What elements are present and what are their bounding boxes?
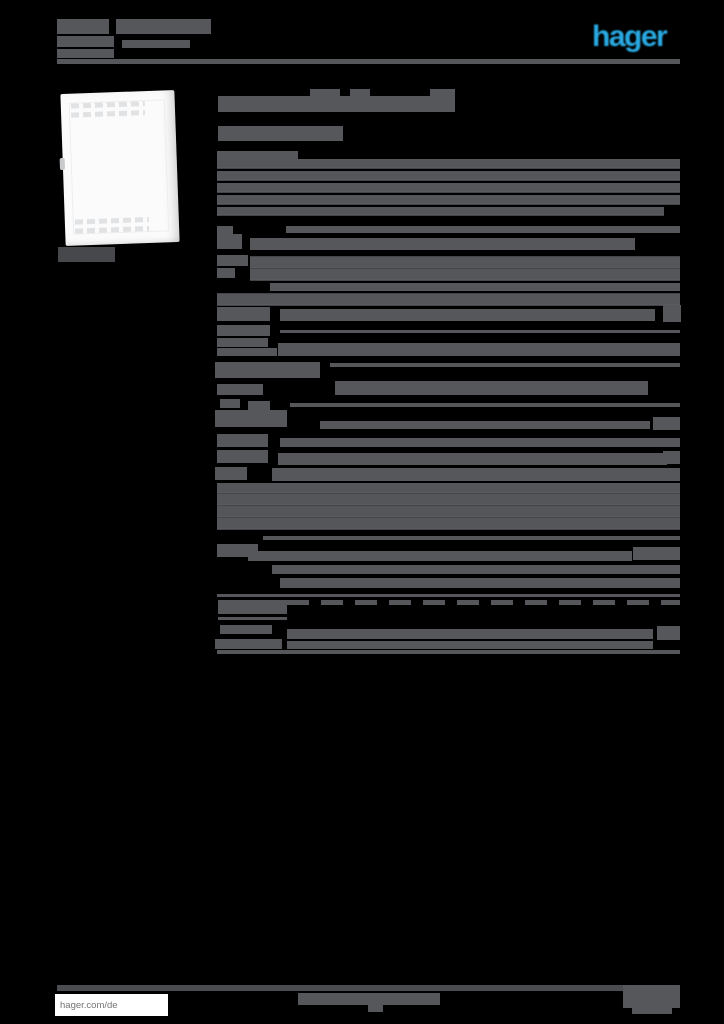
- redacted-text-block: [633, 547, 680, 560]
- redacted-text-block: [430, 89, 455, 97]
- redacted-text-block: [653, 417, 680, 430]
- redacted-text-block: [217, 226, 233, 235]
- redacted-text-block: [287, 641, 653, 649]
- redacted-line-block: [290, 403, 680, 407]
- redacted-text-block: [215, 410, 287, 427]
- door-inner-frame: [68, 99, 170, 235]
- redacted-text-block: [215, 467, 247, 480]
- vent-grid-bottom: [74, 217, 150, 234]
- redacted-text-block: [298, 993, 440, 1005]
- redacted-text-block: [663, 451, 680, 464]
- redacted-line-block: [57, 59, 680, 64]
- redacted-text-block: [310, 89, 340, 97]
- redacted-text-block: [248, 551, 632, 561]
- redacted-link[interactable]: [218, 600, 287, 614]
- redacted-text-block: [350, 89, 370, 97]
- redacted-text-block: [663, 305, 681, 322]
- redacted-line-block: [217, 594, 680, 597]
- redacted-dark-block: [58, 247, 115, 262]
- redacted-line-block: [217, 650, 680, 654]
- redacted-text-block: [220, 399, 240, 408]
- redacted-text-block: [218, 96, 455, 112]
- redacted-text-block: [215, 639, 282, 649]
- redacted-text-block: [623, 985, 680, 1008]
- redacted-text-block: [57, 36, 114, 47]
- footer-site-label[interactable]: hager.com/de: [60, 999, 118, 1011]
- redacted-text-block: [272, 468, 680, 481]
- redacted-text-block: [217, 450, 268, 463]
- redacted-text-block: [278, 453, 667, 465]
- redacted-text-block: [280, 309, 655, 321]
- redacted-text-block: [217, 325, 270, 336]
- redacted-text-block: [272, 565, 680, 574]
- redacted-dense-block: [217, 293, 680, 306]
- product-image: [57, 86, 189, 250]
- redacted-line-block: [263, 536, 680, 540]
- redacted-text-block: [217, 348, 277, 356]
- redacted-text-block: [632, 1008, 672, 1014]
- redacted-text-block: [335, 381, 648, 395]
- redacted-dense-block: [217, 183, 680, 193]
- hager-logo: hager: [592, 20, 668, 53]
- redacted-dense-block: [217, 483, 680, 530]
- redacted-text-block: [218, 126, 343, 141]
- redacted-dense-block: [217, 207, 664, 216]
- redacted-bar-block: [57, 985, 623, 991]
- redacted-dense-block: [250, 256, 680, 281]
- redacted-text-block: [250, 238, 635, 250]
- redacted-text-block: [217, 384, 263, 395]
- redacted-text-block: [116, 19, 211, 34]
- redacted-dense-block: [217, 159, 680, 169]
- redacted-line-block: [279, 352, 680, 355]
- redacted-dashes-block: [287, 600, 680, 605]
- footer-site-box[interactable]: hager.com/de: [55, 994, 168, 1016]
- redacted-text-block: [217, 151, 298, 159]
- redacted-text-block: [217, 338, 268, 347]
- redacted-text-block: [215, 362, 320, 378]
- redacted-text-block: [217, 307, 270, 321]
- door-handle: [59, 157, 66, 171]
- redacted-text-block: [248, 401, 270, 410]
- redacted-text-block: [122, 40, 190, 48]
- redacted-text-block: [280, 438, 680, 447]
- redacted-text-block: [286, 226, 680, 233]
- redacted-text-block: [217, 234, 242, 249]
- redacted-text-block: [270, 283, 680, 291]
- redacted-text-block: [57, 19, 109, 34]
- enclosure-door: [59, 90, 180, 246]
- redacted-text-block: [57, 49, 114, 58]
- redacted-text-block: [657, 626, 680, 640]
- redacted-text-block: [287, 629, 653, 639]
- redacted-text-block: [220, 625, 272, 634]
- redacted-line-block: [330, 363, 680, 367]
- redacted-text-block: [280, 578, 680, 588]
- redacted-text-block: [368, 1005, 383, 1012]
- redacted-text-block: [217, 255, 248, 266]
- redacted-text-block: [217, 268, 235, 278]
- redacted-dense-block: [217, 195, 680, 205]
- redacted-text-block: [320, 421, 650, 429]
- redacted-line-block: [280, 330, 680, 333]
- redacted-text-block: [217, 544, 258, 557]
- vent-grid-top: [70, 101, 146, 118]
- redacted-dense-block: [217, 171, 680, 181]
- redacted-line-block: [218, 617, 287, 620]
- redacted-text-block: [217, 434, 268, 447]
